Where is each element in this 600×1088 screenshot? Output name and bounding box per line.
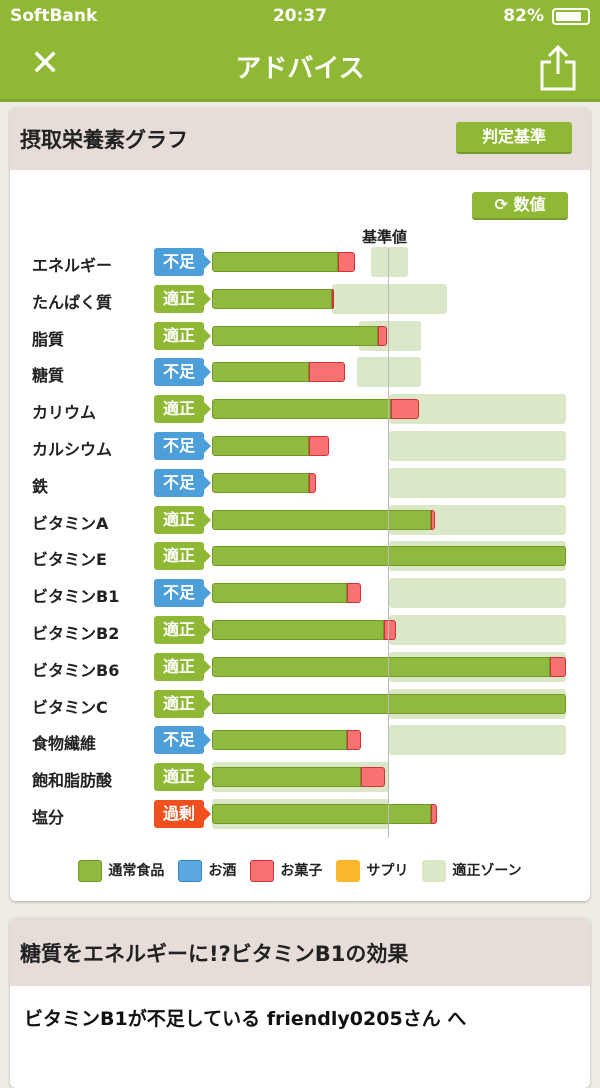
battery-percent: 82%: [503, 6, 544, 26]
status-badge: 不足: [154, 579, 211, 608]
share-icon[interactable]: [538, 44, 578, 92]
food-bar: [212, 325, 379, 346]
status-badge: 適正: [154, 689, 211, 718]
food-bar: [212, 730, 347, 751]
food-bar: [212, 804, 432, 824]
reference-line: [388, 248, 389, 838]
food-bar: [212, 693, 566, 714]
snack-bar: [390, 399, 420, 420]
nutrient-label: 糖質: [32, 366, 65, 386]
food-bar: [212, 399, 391, 420]
nutrient-label: ビタミンA: [32, 513, 109, 533]
clock: 20:37: [272, 6, 328, 26]
graph-title: 摂取栄養素グラフ: [20, 128, 188, 152]
refresh-icon: ⟳: [494, 195, 508, 214]
snack-bar: [309, 472, 317, 493]
optimal-zone: [389, 725, 566, 756]
close-icon[interactable]: ✕: [30, 43, 61, 84]
food-bar: [212, 767, 361, 788]
status-badge: 適正: [154, 284, 211, 313]
graph-card: 摂取栄養素グラフ 判定基準 ⟳ 数値 基準値 通常食品 お酒 お菓子 サプリ 適…: [10, 108, 590, 901]
food-bar: [212, 546, 566, 567]
nutrient-label: ビタミンE: [32, 550, 107, 570]
snack-bar: [332, 288, 335, 309]
nutrient-label: ビタミンB2: [32, 624, 120, 643]
optimal-zone: [371, 247, 409, 277]
nutrient-chart: ⟳ 数値 基準値 通常食品 お酒 お菓子 サプリ 適正ゾーン エネルギー 不足 たん…: [10, 170, 590, 900]
nutrient-label: カリウム: [32, 403, 97, 423]
criteria-button[interactable]: 判定基準: [456, 122, 572, 154]
legend: 通常食品 お酒 お菓子 サプリ 適正ゾーン: [10, 860, 590, 882]
legend-snack: お菓子: [250, 860, 322, 882]
toggle-values-button[interactable]: ⟳ 数値: [472, 192, 568, 220]
status-badge: 不足: [154, 726, 211, 755]
advice-title: 糖質をエネルギーに!?ビタミンB1の効果: [20, 942, 409, 966]
food-bar: [212, 362, 310, 383]
nutrient-label: ビタミンC: [32, 697, 108, 717]
status-badge: 適正: [154, 542, 211, 571]
status-badge: 不足: [154, 248, 211, 276]
snack-bar: [431, 804, 437, 824]
status-badge: 適正: [154, 652, 211, 681]
nav-bar: SoftBank 20:37 82% ✕ アドバイス: [0, 0, 600, 102]
nutrient-label: ビタミンB6: [32, 660, 120, 680]
snack-bar: [309, 362, 345, 383]
snack-bar: [378, 325, 388, 346]
food-bar: [212, 436, 310, 456]
nutrient-label: エネルギー: [32, 256, 113, 275]
nutrient-label: カルシウム: [32, 440, 113, 459]
status-bar: SoftBank 20:37 82%: [0, 6, 600, 30]
legend-zone: 適正ゾーン: [422, 860, 522, 882]
reference-label: 基準値: [362, 228, 408, 246]
food-bar: [212, 509, 432, 530]
advice-card[interactable]: 糖質をエネルギーに!?ビタミンB1の効果 ビタミンB1が不足している frien…: [10, 918, 590, 1088]
food-bar: [212, 472, 310, 493]
optimal-zone: [389, 578, 566, 609]
status-badge: 適正: [154, 505, 211, 534]
snack-bar: [383, 620, 397, 640]
food-bar: [212, 288, 333, 309]
legend-food: 通常食品: [78, 860, 164, 882]
optimal-zone: [332, 283, 448, 314]
snack-bar: [346, 583, 361, 604]
optimal-zone: [389, 431, 566, 461]
nutrient-label: 飽和脂肪酸: [32, 771, 113, 791]
battery-icon: [552, 7, 590, 25]
nutrient-label: 食物繊維: [32, 734, 97, 754]
legend-supplement: サプリ: [336, 860, 408, 882]
status-badge: 過剰: [154, 800, 211, 828]
snack-bar: [309, 436, 329, 456]
snack-bar: [550, 656, 566, 677]
nutrient-label: 塩分: [32, 808, 65, 827]
nutrient-label: ビタミンB1: [32, 587, 120, 607]
status-badge: 適正: [154, 616, 211, 644]
status-badge: 不足: [154, 432, 211, 460]
advice-body: ビタミンB1が不足している friendly0205さん へ: [24, 1008, 467, 1030]
snack-bar: [337, 252, 356, 272]
carrier: SoftBank: [10, 6, 98, 26]
legend-alcohol: お酒: [178, 860, 236, 882]
snack-bar: [346, 730, 361, 751]
food-bar: [212, 620, 384, 640]
status-badge: 不足: [154, 468, 211, 497]
nutrient-label: 脂質: [32, 329, 65, 349]
food-bar: [212, 583, 347, 604]
status-badge: 適正: [154, 395, 211, 424]
status-badge: 適正: [154, 763, 211, 792]
snack-bar: [360, 767, 386, 788]
optimal-zone: [389, 615, 566, 645]
optimal-zone: [389, 467, 566, 498]
food-bar: [212, 656, 551, 677]
page-title: アドバイス: [235, 54, 365, 84]
status-badge: 不足: [154, 358, 211, 387]
nutrient-label: たんぱく質: [32, 292, 113, 312]
status-badge: 適正: [154, 321, 211, 350]
food-bar: [212, 252, 338, 272]
nutrient-label: 鉄: [32, 476, 49, 496]
snack-bar: [431, 509, 435, 530]
